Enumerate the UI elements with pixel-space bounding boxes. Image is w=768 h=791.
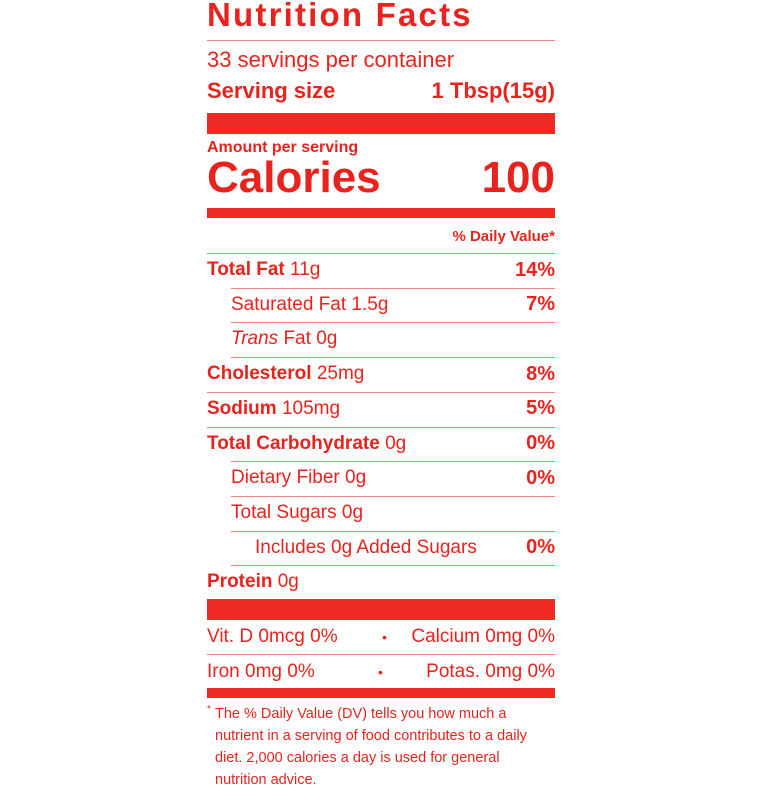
nutrient-daily-value: 5% [526, 397, 555, 420]
nutrient-daily-value: 0% [526, 432, 555, 454]
nutrient-row: Cholesterol 25mg 8% [207, 357, 555, 391]
nutrient-amount: 25mg [316, 363, 365, 385]
divider [231, 322, 555, 324]
micronutrient-left: Iron 0mg 0% [207, 661, 315, 682]
micronutrient-right: Calcium 0mg 0% [411, 626, 555, 647]
calories-label: Calories [207, 153, 381, 202]
footnote: * The % Daily Value (DV) tells you how m… [207, 703, 555, 791]
nutrient-label: Protein [207, 571, 273, 593]
nutrient-name: Cholesterol 25mg [207, 363, 364, 385]
divider [207, 40, 555, 41]
nutrient-row: Total Sugars 0g [207, 496, 555, 530]
divider [207, 426, 555, 428]
micronutrient-sep: • [377, 664, 383, 680]
nutrient-label: Total Sugars [231, 501, 337, 523]
nutrient-amount: 0g [277, 571, 299, 593]
thick-divider [207, 113, 555, 134]
nutrient-row: Total Fat 11g 14% [207, 253, 555, 287]
nutrient-amount: 105mg [281, 397, 341, 419]
nutrient-name: Protein 0g [207, 571, 299, 593]
nutrient-row: Sodium 105mg 5% [207, 392, 555, 426]
serving-size-value: 1 Tbsp(15g) [431, 78, 555, 103]
nutrient-name: Includes 0g Added Sugars [207, 537, 477, 559]
micronutrient-row: Iron 0mg 0% • Potas. 0mg 0% [207, 655, 555, 689]
nutrient-amount: 0g [345, 467, 367, 489]
serving-size-label: Serving size [207, 78, 336, 103]
footnote-mark: * [207, 704, 211, 715]
nutrient-daily-value: 0% [526, 536, 555, 559]
nutrient-name: Trans Fat 0g [207, 328, 337, 350]
calories-row: Calories 100 [207, 152, 555, 204]
nutrient-row: Includes 0g Added Sugars 0% [207, 531, 555, 565]
nutrient-name: Saturated Fat 1.5g [207, 294, 388, 316]
micronutrient-right: Potas. 0mg 0% [426, 661, 555, 682]
label-title: Nutrition Facts [207, 0, 473, 33]
nutrition-facts-label: Nutrition Facts 33 servings per containe… [207, 0, 555, 788]
nutrient-name: Total Carbohydrate 0g [207, 433, 406, 455]
nutrient-amount: 0g [316, 328, 338, 350]
nutrient-label: Sodium [207, 397, 277, 419]
nutrient-label: Total Carbohydrate [207, 432, 380, 454]
divider [231, 495, 555, 497]
thick-divider [207, 599, 555, 620]
amount-per-serving: Amount per serving [207, 139, 359, 156]
nutrient-label-suffix: Fat [283, 328, 311, 350]
serving-size-row: Serving size 1 Tbsp(15g) [207, 78, 555, 104]
nutrient-amount: 1.5g [351, 293, 389, 315]
micronutrient-left: Vit. D 0mcg 0% [207, 626, 338, 647]
divider [231, 357, 555, 359]
divider [231, 287, 555, 289]
nutrient-row: Protein 0g [207, 565, 555, 599]
nutrient-row: Saturated Fat 1.5g 7% [207, 288, 555, 322]
nutrient-label: Includes 0g Added Sugars [255, 536, 477, 558]
micronutrient-row: Vit. D 0mcg 0% • Calcium 0mg 0% [207, 620, 555, 654]
divider [231, 565, 555, 567]
nutrient-name: Total Sugars 0g [207, 502, 363, 524]
divider [231, 530, 555, 532]
footnote-text: The % Daily Value (DV) tells you how muc… [215, 706, 527, 788]
servings-per-container: 33 servings per container [207, 47, 455, 72]
nutrient-label: Saturated Fat [231, 293, 347, 315]
nutrient-daily-value: 8% [526, 362, 555, 385]
daily-value-header: % Daily Value* [452, 228, 555, 245]
calories-value: 100 [481, 153, 555, 202]
nutrient-name: Sodium 105mg [207, 398, 340, 420]
nutrient-daily-value: 7% [526, 293, 555, 316]
nutrient-row: Trans Fat 0g [207, 322, 555, 356]
nutrient-amount: 0g [385, 432, 407, 454]
micronutrient-sep: • [382, 629, 387, 645]
divider [207, 391, 555, 393]
nutrient-label: Total Fat [207, 259, 285, 280]
nutrient-row: Dietary Fiber 0g 0% [207, 461, 555, 495]
divider [207, 253, 555, 254]
medium-divider [207, 208, 555, 218]
nutrient-amount: 0g [341, 501, 364, 523]
nutrient-daily-value: 0% [526, 466, 555, 489]
divider [231, 461, 555, 463]
divider [207, 654, 555, 655]
nutrient-name: Dietary Fiber 0g [207, 467, 366, 489]
nutrient-amount: 11g [290, 259, 321, 280]
medium-divider [207, 688, 555, 698]
nutrient-name: Total Fat 11g [207, 259, 320, 281]
nutrient-label: Dietary Fiber [231, 467, 340, 489]
nutrient-daily-value: 14% [514, 258, 555, 281]
nutrient-row: Total Carbohydrate 0g 0% [207, 427, 555, 461]
nutrient-label: Cholesterol [207, 363, 312, 385]
nutrient-label: Trans [231, 328, 279, 350]
